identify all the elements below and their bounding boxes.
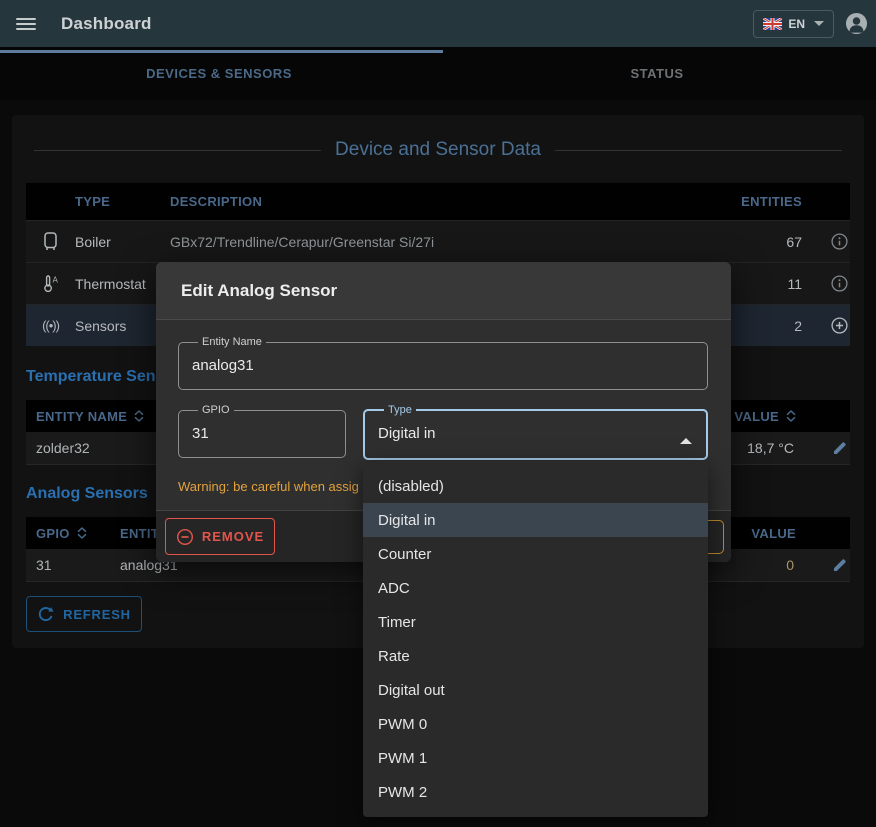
refresh-button[interactable]: REFRESH — [26, 596, 142, 632]
gpio-input[interactable]: 31 — [192, 424, 209, 442]
type-label: Type — [388, 404, 412, 416]
entity-name: zolder32 — [36, 440, 90, 456]
sort-icon — [134, 410, 144, 422]
edit-icon[interactable] — [798, 440, 850, 456]
col-entity-name[interactable]: ENTITY NAME — [26, 409, 628, 424]
sensor-value: 18,7 °C — [747, 440, 794, 456]
gpio-field[interactable]: GPIO 31 — [178, 404, 346, 458]
dialog-title: Edit Analog Sensor — [156, 262, 731, 320]
dropdown-option[interactable]: ADC — [378, 579, 410, 597]
entities-count: 11 — [787, 275, 802, 292]
svg-text:A: A — [52, 276, 58, 285]
dropdown-option[interactable]: Digital out — [378, 681, 445, 699]
menu-icon[interactable] — [16, 17, 36, 31]
tabbar: DEVICES & SENSORS STATUS — [0, 47, 876, 100]
col-entities: ENTITIES — [741, 194, 802, 209]
gpio-label: GPIO — [202, 404, 230, 416]
dropdown-option[interactable]: PWM 0 — [378, 715, 428, 733]
type-selected-value: Digital in — [378, 424, 436, 442]
device-type: Boiler — [75, 233, 111, 250]
language-selector[interactable]: EN — [753, 9, 834, 38]
remove-icon — [176, 528, 193, 545]
uk-flag-icon — [763, 17, 783, 30]
dropdown-option[interactable]: Timer — [378, 613, 416, 631]
type-select[interactable]: Type Digital in — [363, 404, 708, 460]
col-value[interactable]: VALUE — [628, 409, 798, 424]
language-label: EN — [788, 16, 805, 31]
sort-icon — [786, 410, 796, 422]
thermostat-icon: A — [26, 274, 75, 293]
sort-icon — [77, 527, 86, 539]
topbar: Dashboard EN — [0, 0, 876, 47]
col-type: TYPE — [75, 194, 111, 209]
col-value[interactable]: VALUE — [751, 525, 796, 541]
entity-name-label: Entity Name — [202, 336, 262, 348]
entity-name-input[interactable]: analog31 — [192, 356, 254, 374]
type-dropdown-menu: (disabled) Digital in Counter ADC Timer … — [363, 461, 708, 817]
temperature-section-heading: Temperature Sensors — [26, 368, 190, 385]
entity-name-field[interactable]: Entity Name analog31 — [178, 336, 708, 390]
sensor-value: 0 — [786, 557, 794, 573]
analog-section-heading: Analog Sensors — [26, 485, 148, 502]
add-icon[interactable] — [806, 317, 850, 334]
edit-icon[interactable] — [798, 557, 850, 573]
entities-count: 67 — [786, 233, 802, 250]
device-table-header: TYPE DESCRIPTION ENTITIES — [26, 183, 850, 220]
dropdown-option[interactable]: Counter — [378, 545, 432, 563]
col-description: DESCRIPTION — [170, 194, 263, 209]
dropdown-option[interactable]: (disabled) — [378, 477, 444, 495]
warning-text: Warning: be careful when assig — [178, 479, 359, 494]
table-row-boiler[interactable]: Boiler GBx72/Trendline/Cerapur/Greenstar… — [26, 220, 850, 262]
page-title-row: Device and Sensor Data — [34, 139, 843, 161]
tab-status[interactable]: STATUS — [630, 66, 684, 81]
app-title: Dashboard — [61, 13, 152, 33]
tab-devices-sensors[interactable]: DEVICES & SENSORS — [146, 66, 292, 81]
avatar[interactable] — [845, 12, 868, 35]
info-icon[interactable] — [806, 275, 850, 292]
active-tab-indicator — [0, 50, 443, 53]
dropdown-option[interactable]: Rate — [378, 647, 410, 665]
remove-button[interactable]: REMOVE — [165, 518, 275, 555]
dropdown-option[interactable]: PWM 1 — [378, 749, 428, 767]
boiler-icon — [26, 232, 75, 251]
device-type: Thermostat — [75, 275, 146, 292]
dropdown-option-selected[interactable]: Digital in — [363, 503, 708, 537]
sensors-icon: ((•)) — [42, 318, 60, 333]
chevron-down-icon — [814, 21, 824, 26]
gpio-number: 31 — [36, 557, 52, 573]
device-type: Sensors — [75, 317, 127, 334]
chevron-up-icon — [680, 438, 692, 444]
refresh-icon — [38, 606, 54, 621]
entities-count: 2 — [794, 317, 802, 334]
dropdown-option[interactable]: PWM 2 — [378, 783, 428, 801]
page-title: Device and Sensor Data — [335, 139, 541, 160]
col-gpio[interactable]: GPIO — [26, 526, 110, 541]
dialog-body: Entity Name analog31 GPIO 31 Type Digita… — [156, 320, 731, 494]
info-icon[interactable] — [806, 233, 850, 250]
device-description: GBx72/Trendline/Cerapur/Greenstar Si/27i — [170, 233, 435, 250]
